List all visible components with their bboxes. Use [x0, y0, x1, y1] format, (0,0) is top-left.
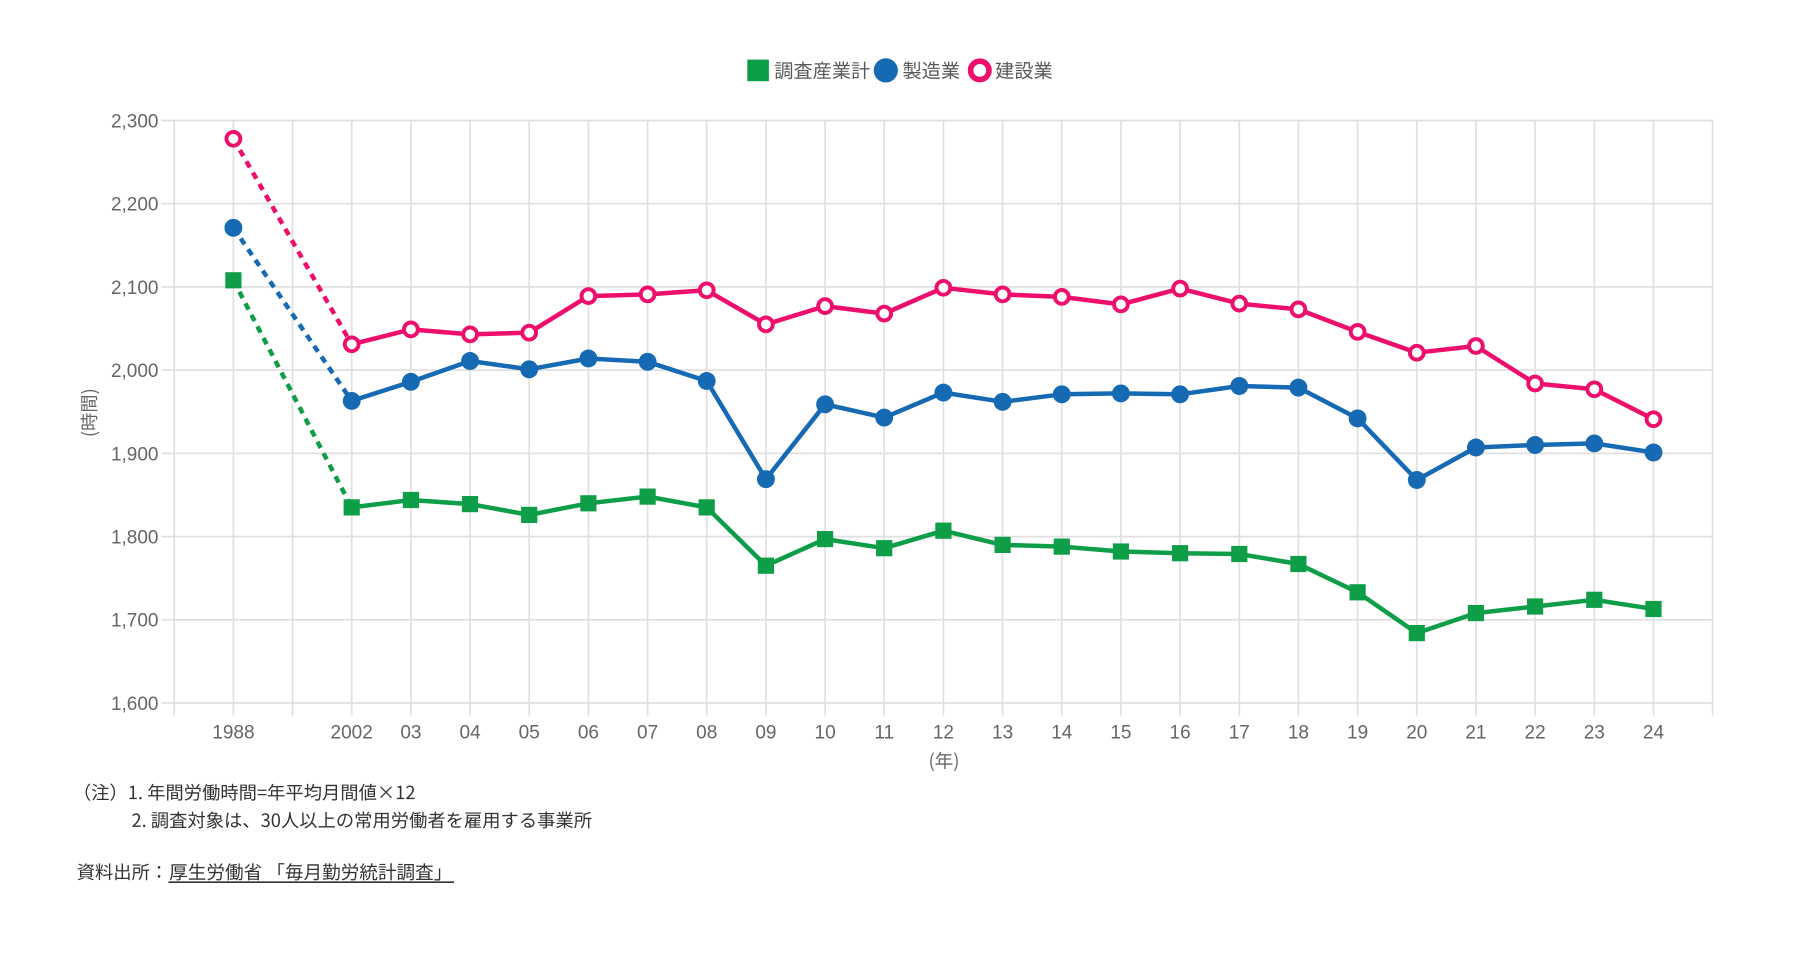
svg-text:1,700: 1,700: [111, 611, 159, 632]
svg-text:1,800: 1,800: [111, 528, 159, 549]
svg-text:05: 05: [519, 722, 540, 743]
svg-text:11: 11: [874, 722, 894, 743]
svg-text:14: 14: [1051, 722, 1073, 743]
svg-text:18: 18: [1288, 722, 1309, 743]
svg-text:22: 22: [1525, 722, 1546, 743]
svg-text:24: 24: [1643, 722, 1665, 743]
svg-text:12: 12: [933, 722, 954, 743]
svg-text:23: 23: [1584, 722, 1605, 743]
svg-text:09: 09: [755, 722, 776, 743]
svg-text:08: 08: [696, 722, 717, 743]
svg-text:03: 03: [400, 722, 421, 743]
svg-text:07: 07: [637, 722, 658, 743]
svg-text:2,000: 2,000: [111, 361, 159, 382]
svg-text:13: 13: [992, 722, 1013, 743]
svg-text:2,100: 2,100: [111, 278, 159, 299]
svg-text:20: 20: [1406, 722, 1427, 743]
svg-text:2002: 2002: [331, 722, 373, 743]
svg-text:1,900: 1,900: [111, 444, 159, 465]
svg-text:1,600: 1,600: [111, 694, 159, 715]
svg-text:10: 10: [815, 722, 836, 743]
svg-text:21: 21: [1465, 722, 1486, 743]
svg-text:15: 15: [1110, 722, 1131, 743]
svg-text:1988: 1988: [212, 722, 254, 743]
svg-text:06: 06: [578, 722, 599, 743]
svg-text:16: 16: [1170, 722, 1191, 743]
svg-text:2,200: 2,200: [111, 195, 159, 216]
svg-text:04: 04: [460, 722, 482, 743]
svg-text:19: 19: [1347, 722, 1368, 743]
svg-text:2,300: 2,300: [111, 111, 159, 132]
svg-text:17: 17: [1229, 722, 1250, 743]
